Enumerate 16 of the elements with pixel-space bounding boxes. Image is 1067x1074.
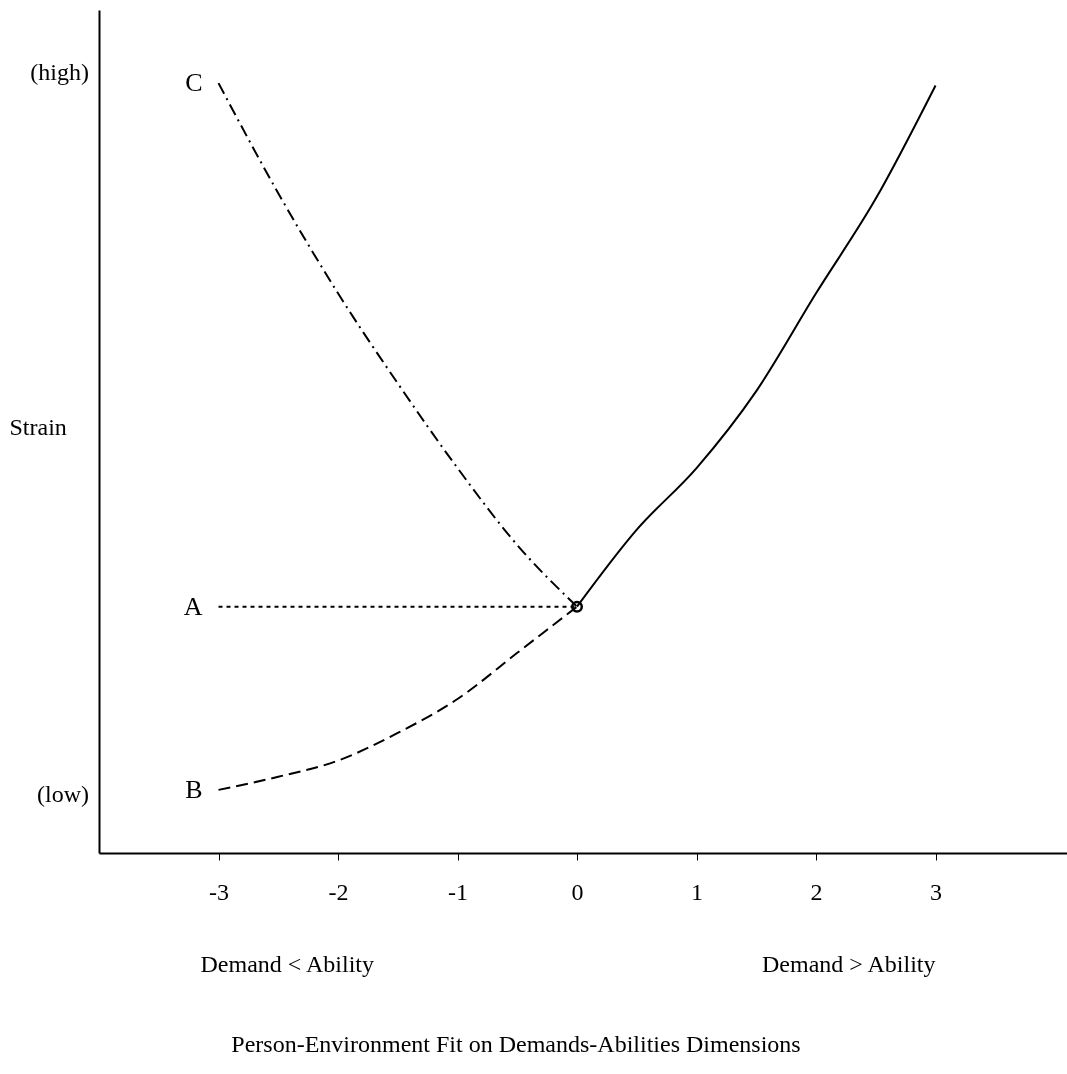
x-tick-label: 1 [691, 878, 704, 905]
y-axis-title: Strain [9, 414, 67, 441]
series-label: A [183, 591, 203, 621]
series-label: C [185, 68, 203, 98]
series-label: B [185, 774, 203, 804]
x-tick-label: -3 [209, 878, 230, 905]
x-tick-label: 0 [571, 878, 584, 905]
text: (high) [30, 59, 89, 85]
text: Demand > Ability [762, 951, 936, 977]
x-tick-label: -1 [448, 878, 469, 905]
x-tick-label: -2 [328, 878, 349, 905]
text: Person-Environment Fit on Demands-Abilities Dimensions [231, 1031, 801, 1057]
text: Demand < Ability [200, 951, 375, 977]
text: (low) [37, 781, 89, 807]
x-tick-label: 2 [810, 878, 823, 905]
x-tick-label: 3 [930, 878, 943, 905]
